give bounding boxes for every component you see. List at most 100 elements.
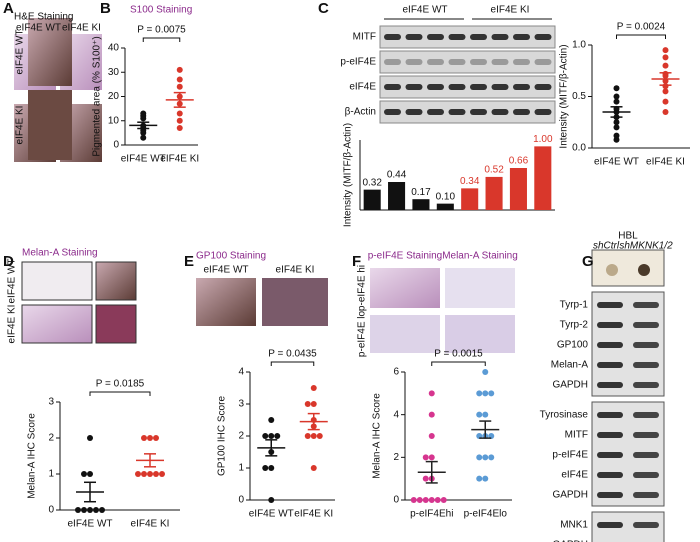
significance-bracket <box>270 361 315 366</box>
y-tick-label: 0 <box>113 140 119 151</box>
blot-band <box>405 84 423 90</box>
blot-strip <box>379 100 556 124</box>
panel-title: Melan-A Staining <box>442 251 518 262</box>
blot-band <box>597 302 623 308</box>
value-label: 0.10 <box>436 191 456 202</box>
data-point <box>310 465 317 471</box>
data-point <box>422 454 429 461</box>
lane-label: shCtrl <box>593 241 620 252</box>
data-point <box>176 117 183 124</box>
blot-band <box>491 34 509 40</box>
lane-label: shMKNK1/2 <box>619 241 673 252</box>
bar <box>485 176 503 210</box>
data-point <box>135 471 141 477</box>
blot-band <box>633 432 659 438</box>
data-point <box>75 507 81 513</box>
y-tick-label: 2 <box>238 431 244 442</box>
cell-pellet <box>638 264 650 276</box>
p-value: P = 0.0015 <box>434 349 483 360</box>
group-label: eIF4E KI <box>491 5 530 16</box>
blot-band <box>405 34 423 40</box>
blot-band <box>470 84 487 90</box>
data-point <box>482 390 489 397</box>
y-tick-label: 2 <box>393 452 399 463</box>
tissue-image <box>445 268 515 308</box>
blot-band <box>534 59 552 65</box>
image-label: p-eIF4E hi <box>357 265 368 311</box>
blot-band <box>384 109 401 115</box>
data-point <box>93 507 99 513</box>
data-point <box>422 497 429 503</box>
y-axis-label: Melan-A IHC Score <box>372 393 383 479</box>
image-label: eIF4E KI <box>7 305 18 344</box>
x-tick-label: eIF4E WT <box>249 509 294 520</box>
blot-band <box>633 452 659 458</box>
blot-band <box>427 34 444 40</box>
panel-letter: D <box>3 253 14 270</box>
data-point <box>476 411 483 418</box>
panel-letter: C <box>318 0 329 17</box>
data-point <box>274 433 281 439</box>
panel-title: GP100 Staining <box>196 251 266 262</box>
data-point <box>99 507 105 513</box>
blot-label: p-eIF4E <box>340 57 376 68</box>
data-point <box>176 125 183 132</box>
blot-label: GAPDH <box>552 540 588 542</box>
blot-band <box>633 322 659 328</box>
data-point <box>613 98 620 105</box>
data-point <box>268 465 275 471</box>
blot-band <box>597 322 623 328</box>
data-point <box>662 98 669 105</box>
y-tick-label: 1 <box>238 463 244 474</box>
data-point <box>410 497 417 503</box>
data-point <box>613 136 620 143</box>
data-point <box>613 93 620 100</box>
data-point <box>147 471 153 477</box>
value-label: 0.34 <box>460 176 480 187</box>
image-label: eIF4E WT <box>203 265 248 276</box>
blot-label: Tyrp-1 <box>560 300 589 311</box>
blot-label: MNK1 <box>560 520 588 531</box>
blot-label: eIF4E <box>349 82 376 93</box>
value-label: 0.17 <box>411 187 431 198</box>
data-point <box>662 47 669 54</box>
blot-band <box>470 59 487 65</box>
tissue-image <box>95 304 137 344</box>
x-tick-label: p-eIF4Elo <box>464 509 508 520</box>
data-point <box>488 390 495 397</box>
panel-letter: G <box>582 253 594 270</box>
data-point <box>262 433 269 439</box>
data-point <box>613 119 620 126</box>
significance-bracket <box>431 361 486 366</box>
blot-band <box>534 34 552 40</box>
data-point <box>153 471 159 477</box>
blot-band <box>491 84 509 90</box>
blot-band <box>448 34 466 40</box>
bar <box>534 146 552 210</box>
blot-label: Tyrp-2 <box>560 320 589 331</box>
blot-band <box>597 472 623 478</box>
blot-band <box>534 109 552 115</box>
tissue-image <box>370 315 440 353</box>
data-point <box>140 110 147 117</box>
blot-band <box>633 492 659 498</box>
blot-band <box>470 34 487 40</box>
value-label: 1.00 <box>533 134 553 145</box>
data-point <box>476 390 483 397</box>
y-axis-label: Pigmented area (% S100⁺) <box>92 36 103 156</box>
blot-band <box>513 109 530 115</box>
data-point <box>416 497 423 503</box>
panel-title: Melan-A Staining <box>22 248 98 259</box>
bar <box>363 189 381 210</box>
blot-band <box>633 472 659 478</box>
blot-band <box>405 59 423 65</box>
data-point <box>87 471 93 477</box>
image-label: eIF4E WT <box>16 23 61 34</box>
blot-label: Tyrosinase <box>540 410 589 421</box>
y-tick-label: 40 <box>108 43 120 54</box>
data-point <box>440 497 447 503</box>
tissue-image <box>28 90 72 160</box>
blot-band <box>633 342 659 348</box>
y-axis-label: Intensity (MITF/β-Actin) <box>559 44 570 148</box>
